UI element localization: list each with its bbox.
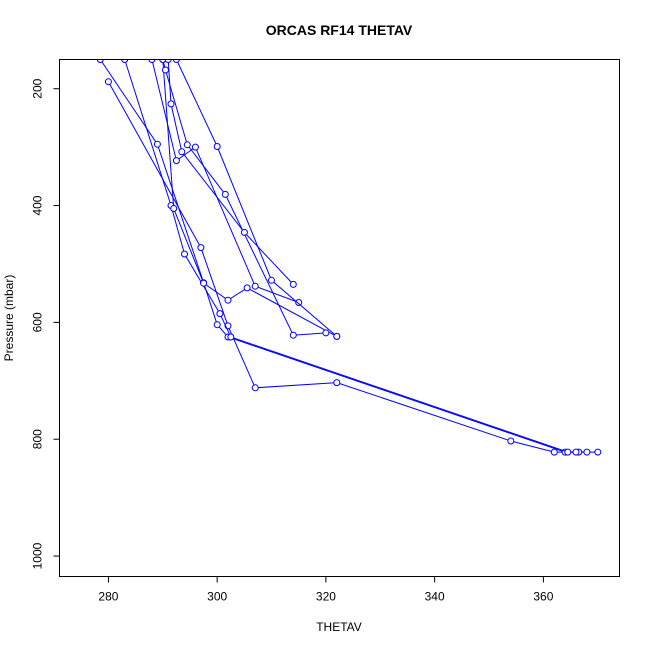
data-point	[148, 59, 156, 63]
data-point	[164, 59, 172, 63]
data-point	[251, 282, 259, 290]
data-point	[197, 244, 205, 252]
data-point	[167, 100, 175, 108]
y-tick-label: 1000	[31, 542, 45, 569]
data-point	[224, 296, 232, 304]
y-tick-label: 200	[31, 78, 45, 98]
series-line-6	[162, 59, 326, 336]
x-tick-label: 340	[425, 590, 445, 604]
data-point	[295, 299, 303, 306]
data-point	[162, 66, 169, 74]
x-axis: 280 300 320 340 360	[98, 576, 554, 604]
data-point	[583, 448, 591, 456]
data-point	[243, 284, 251, 292]
x-axis-label: THETAV	[316, 620, 362, 634]
series-line-2	[99, 59, 587, 453]
data-point	[213, 321, 221, 329]
x-tick-label: 300	[207, 590, 227, 604]
data-point	[172, 157, 180, 165]
data-point	[200, 279, 208, 287]
data-point	[121, 59, 129, 63]
data-point	[594, 448, 602, 456]
x-tick-label: 320	[316, 590, 336, 604]
data-point	[333, 379, 341, 387]
data-point	[322, 329, 330, 337]
data-point	[564, 448, 572, 456]
data-point	[172, 59, 180, 63]
y-tick-label: 800	[31, 429, 45, 449]
y-tick-label: 600	[31, 312, 45, 332]
data-point	[170, 205, 178, 212]
data-point	[153, 140, 161, 148]
data-point	[183, 141, 191, 149]
plot-frame	[59, 59, 620, 577]
data-point	[507, 437, 515, 445]
data-point	[213, 143, 221, 150]
x-tick-label: 360	[533, 590, 553, 604]
data-point	[227, 333, 235, 341]
data-point	[104, 78, 112, 86]
series-line-7	[167, 59, 294, 285]
series-line-8	[175, 59, 338, 337]
series-line-1	[107, 81, 598, 453]
data-point	[178, 148, 186, 156]
data-point	[96, 59, 104, 63]
data-point	[289, 331, 297, 339]
data-point	[251, 384, 259, 392]
data-point	[333, 332, 341, 340]
y-axis: 200 400 600 800 1000	[31, 78, 60, 569]
data-point	[240, 228, 248, 236]
y-axis-label: Pressure (mbar)	[2, 275, 16, 362]
data-point	[191, 143, 199, 151]
series-line-4	[162, 59, 338, 337]
chart-title: ORCAS RF14 THETAV	[266, 22, 413, 38]
data-point	[268, 276, 275, 284]
data-point	[572, 448, 580, 456]
x-tick-label: 280	[98, 590, 118, 604]
plot-area	[96, 59, 602, 456]
data-point	[216, 310, 224, 318]
data-point	[289, 280, 297, 288]
data-point	[550, 448, 558, 456]
data-point	[159, 59, 167, 63]
data-point	[221, 190, 229, 198]
y-tick-label: 400	[31, 195, 45, 215]
data-point	[181, 250, 188, 258]
